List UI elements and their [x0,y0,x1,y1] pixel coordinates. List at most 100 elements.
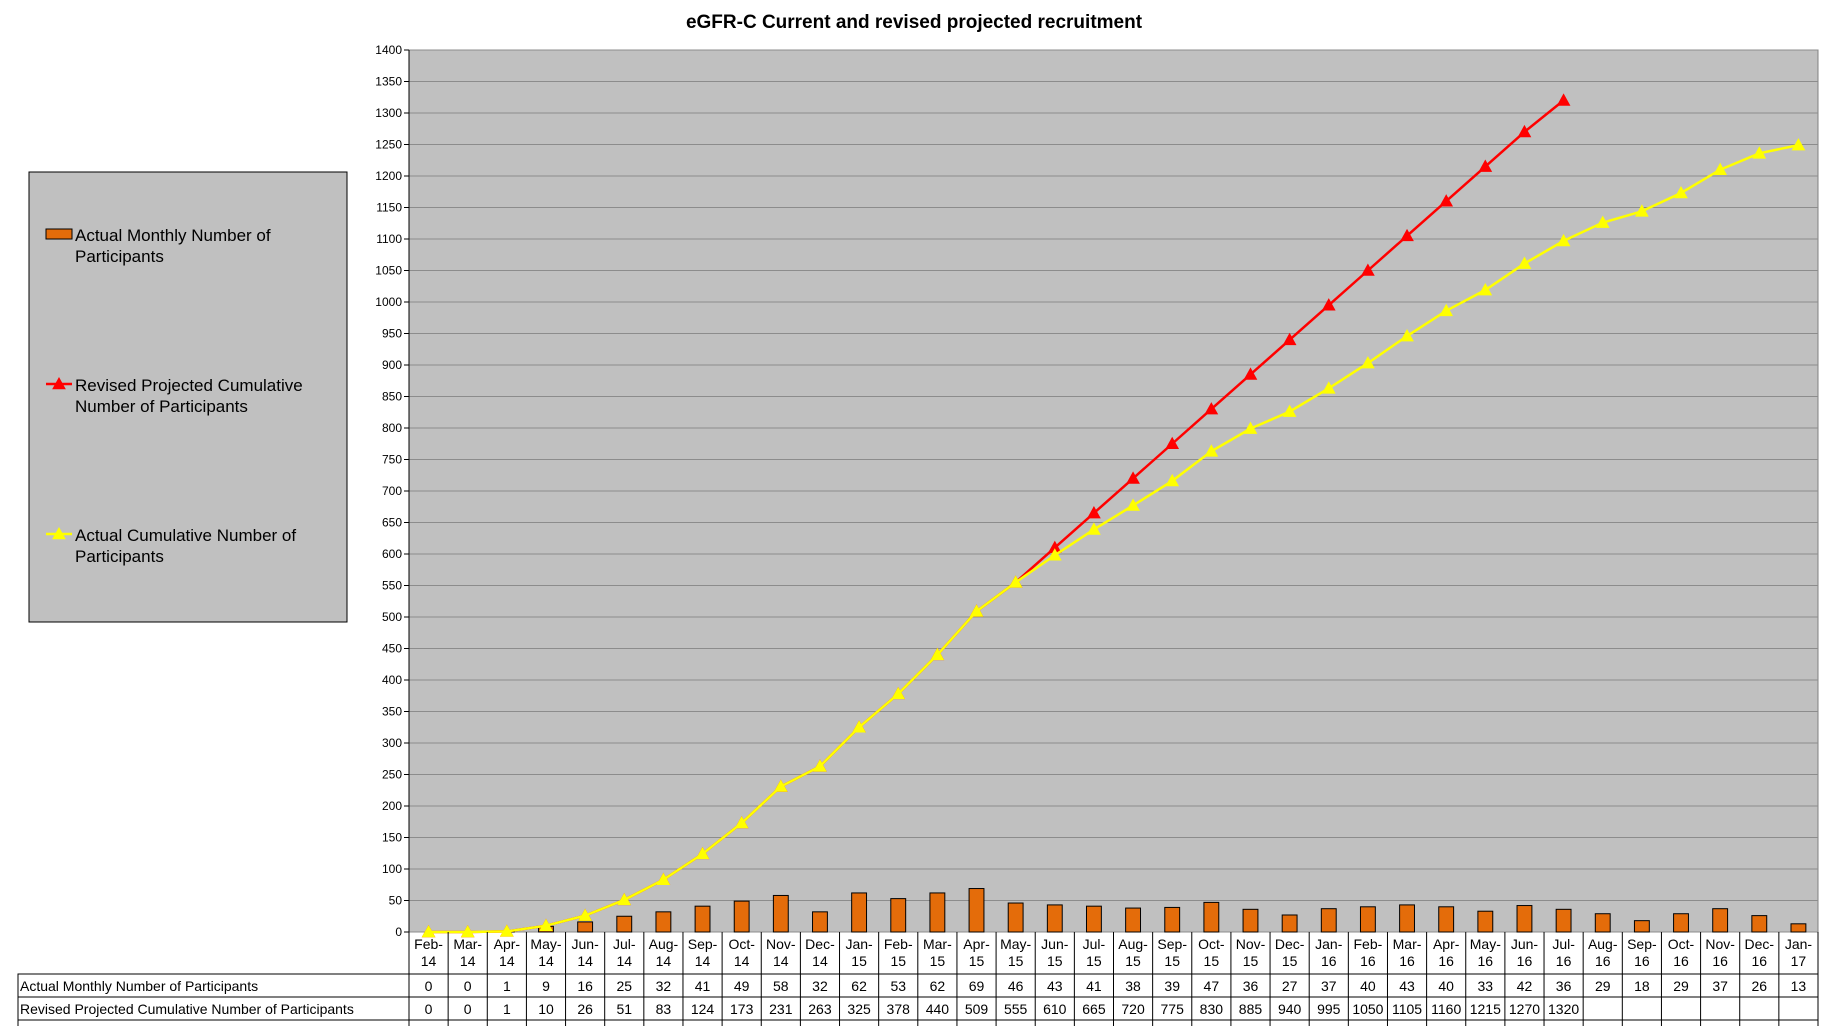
series-marker-2 [1165,473,1180,487]
table-row-label: Actual Monthly Number of Participants [20,978,258,994]
x-tick-label: Nov- [1705,936,1735,952]
table-cell: 378 [887,1001,911,1017]
series-marker-2 [1556,233,1571,247]
x-tick-label: Aug- [649,936,679,952]
table-cell: 39 [1164,978,1180,994]
table-cell: 32 [812,978,828,994]
table-cell: 27 [1282,978,1298,994]
legend [28,171,348,623]
y-tick-label: 550 [382,579,402,593]
table-cell: 940 [1278,1001,1302,1017]
x-tick-label: May- [1000,936,1031,952]
series-marker-1 [1400,228,1414,242]
series-marker-1 [1087,506,1101,519]
x-tick-label: 14 [538,953,554,969]
table-cell: 42 [1517,978,1533,994]
x-tick-label: May- [530,936,561,952]
series-marker-1 [1478,159,1493,172]
series-marker-2 [969,604,984,617]
x-tick-label: 16 [1634,953,1650,969]
y-tick-label: 800 [382,421,402,435]
table-cell: 32 [656,978,672,994]
x-tick-label: Jul- [1083,936,1106,952]
bar [1790,923,1807,933]
y-tick-label: 0 [395,925,402,939]
x-tick-label: 15 [969,953,985,969]
legend-label: Actual Cumulative Number of [75,526,296,545]
x-tick-label: May- [1470,936,1501,952]
table-cell: 83 [656,1001,672,1017]
y-tick-label: 200 [382,799,402,813]
x-tick-label: Oct- [1198,936,1225,952]
x-tick-label: 14 [734,953,750,969]
table-cell: 124 [691,1001,715,1017]
x-tick-label: 15 [1204,953,1220,969]
series-marker-1 [1243,367,1258,380]
x-tick-label: 14 [577,953,593,969]
x-tick-label: Aug- [1118,936,1148,952]
table-cell: 1320 [1548,1001,1579,1017]
series-marker-2 [1400,328,1414,342]
table-cell: 1160 [1431,1001,1461,1017]
y-tick-label: 1200 [375,169,402,183]
table-cell: 231 [769,1001,793,1017]
series-marker-2 [1674,185,1688,199]
table-cell: 41 [1086,978,1102,994]
table-cell: 43 [1399,978,1415,994]
y-tick-label: 1150 [376,201,402,215]
x-tick-label: 17 [1791,953,1807,969]
table-cell: 62 [851,978,867,994]
x-tick-label: Sep- [1157,936,1187,952]
x-tick-label: Nov- [766,936,796,952]
table-cell: 29 [1673,978,1689,994]
x-tick-label: 15 [890,953,906,969]
series-marker-2 [1047,548,1062,561]
x-tick-label: 15 [1008,953,1024,969]
table-cell: 47 [1204,978,1220,994]
table-cell: 1215 [1470,1001,1501,1017]
y-tick-label: 850 [382,390,402,404]
y-tick-label: 250 [382,768,402,782]
x-tick-label: 15 [1164,953,1180,969]
x-tick-label: 15 [1047,953,1063,969]
table-cell: 440 [926,1001,950,1017]
x-tick-label: 14 [773,953,789,969]
x-tick-label: 14 [616,953,632,969]
table-cell: 38 [1125,978,1141,994]
x-tick-label: 15 [930,953,946,969]
x-tick-label: Mar- [923,936,952,952]
table-cell: 263 [808,1001,832,1017]
x-tick-label: Feb- [414,936,443,952]
table-cell: 37 [1712,978,1728,994]
x-tick-label: 14 [656,953,672,969]
y-tick-label: 1350 [375,75,402,89]
table-cell: 16 [577,978,593,994]
legend-label: Participants [75,247,164,266]
x-tick-label: 15 [851,953,867,969]
table-cell: 49 [734,978,750,994]
x-tick-label: Sep- [688,936,718,952]
series-marker-2 [1204,444,1219,457]
bar [1320,908,1337,933]
x-tick-label: 16 [1360,953,1376,969]
table-cell: 885 [1239,1001,1263,1017]
bar [1125,907,1142,933]
table-cell: 0 [464,1001,472,1017]
x-tick-label: Dec- [1275,936,1305,952]
y-tick-label: 450 [382,642,402,656]
table-cell: 1 [503,1001,511,1017]
bar [1085,905,1102,933]
series-marker-1 [1517,124,1532,138]
x-tick-label: Jun- [1511,936,1539,952]
series-marker-2 [930,647,945,661]
series-marker-2 [1439,303,1454,317]
y-tick-label: 150 [382,831,402,845]
y-tick-label: 1300 [375,106,402,120]
x-tick-label: Oct- [728,936,755,952]
x-tick-label: Jul- [613,936,636,952]
series-marker-2 [1321,381,1336,394]
series-marker-2 [695,846,710,860]
x-tick-label: Jan- [1785,936,1813,952]
y-tick-label: 1100 [376,232,402,246]
